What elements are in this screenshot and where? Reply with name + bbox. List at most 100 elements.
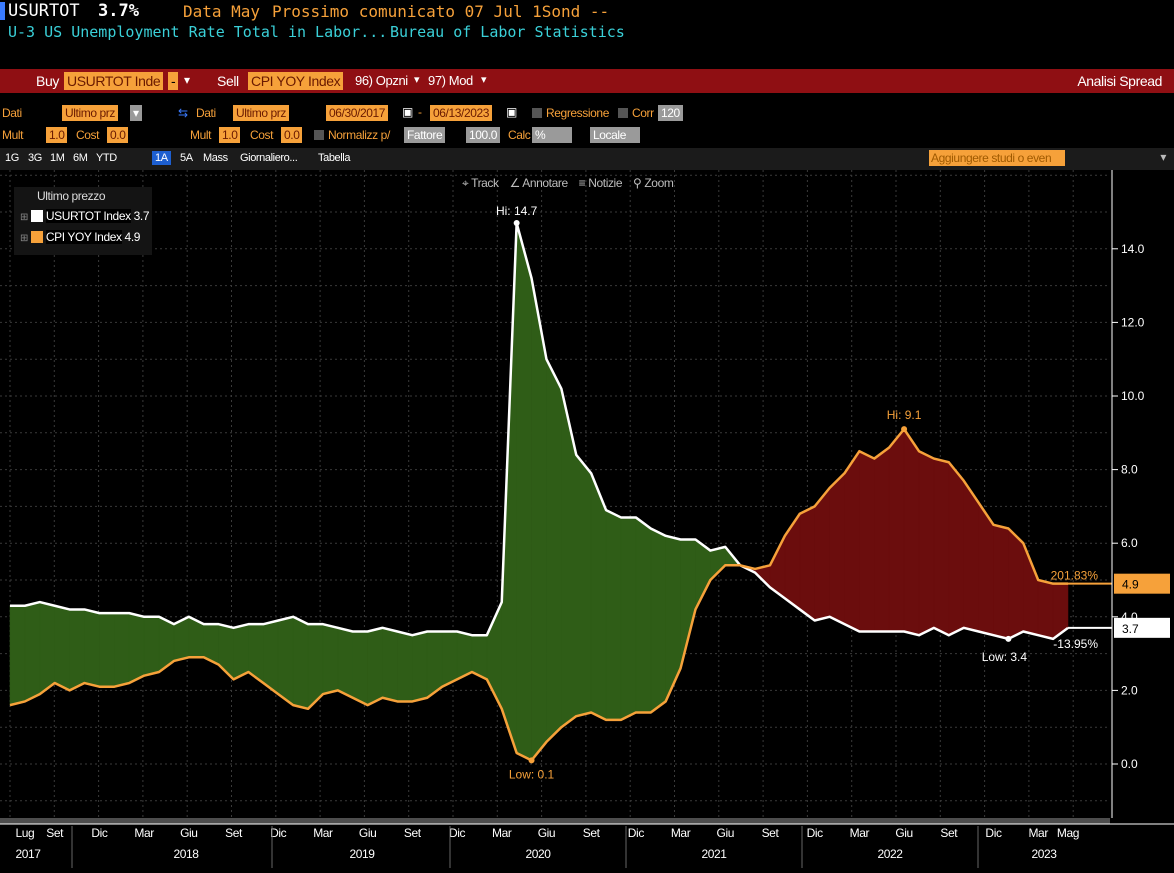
tab-6m[interactable]: 6M (73, 152, 88, 164)
expand-icon[interactable]: ⊞ (20, 233, 28, 244)
y-tick-label: 10.0 (1121, 389, 1145, 403)
cost2-field[interactable]: 0.0 (281, 127, 303, 143)
mult2-label: Mult (190, 128, 212, 142)
spread-area (516, 222, 532, 761)
x-tick-label: Set (940, 826, 958, 840)
studies-search-input[interactable]: Aggiungere studi o even (929, 150, 1065, 166)
tab-mass[interactable]: Mass (203, 152, 228, 164)
low-cpi-label: Low: 0.1 (509, 767, 555, 781)
hi-cpi-marker (901, 426, 908, 433)
options-menu[interactable]: 96) Opzni (355, 73, 408, 88)
x-tick-label: Giu (180, 826, 197, 840)
x-scrollbar (0, 818, 1110, 824)
spread-area (888, 428, 905, 632)
cost2-label: Cost (250, 128, 274, 142)
tab-ytd[interactable]: YTD (96, 152, 117, 164)
spread-chart[interactable]: 0.02.04.06.08.010.012.014.0 Hi: 14.7Low:… (0, 170, 1174, 870)
corr-checkbox[interactable] (618, 108, 628, 118)
x-axis: Lug Set Dic Mar Giu Set Dic Mar Giu Set Dic Mar Giu S… (0, 818, 1174, 870)
spread-area (590, 473, 607, 721)
spread-area (993, 524, 1009, 640)
date-separator: - (418, 105, 422, 119)
expand-icon[interactable]: ⊞ (20, 212, 28, 223)
x-tick-label: Dic (985, 826, 1002, 840)
annotate-icon[interactable]: ∠ (509, 176, 521, 190)
data-source: Bureau of Labor Statistics (390, 23, 625, 41)
tab-giornaliero[interactable]: Giornaliero... (240, 152, 298, 164)
start-date-field[interactable]: 06/30/2017 (326, 105, 389, 121)
spread-analysis-title: Analisi Spread (1077, 73, 1162, 89)
end-date-field[interactable]: 06/13/2023 (430, 105, 493, 121)
buy-security-field[interactable]: USURTOT Inde (64, 72, 164, 90)
swap-icon[interactable]: ⇆ (178, 106, 188, 120)
zoom-button[interactable]: Zoom (644, 176, 674, 190)
spread-area (799, 505, 815, 621)
x-tick-label: Set (762, 826, 780, 840)
x-tick-label: Dic (270, 826, 287, 840)
mult2-field[interactable]: 1.0 (219, 127, 241, 143)
regression-checkbox[interactable] (532, 108, 542, 118)
tab-1g[interactable]: 1G (5, 152, 19, 164)
low-marker (528, 757, 535, 764)
spread-area (784, 512, 801, 610)
spread-up-label: 201.83% (1051, 569, 1099, 583)
normalize-field[interactable]: Fattore (404, 127, 446, 143)
news-button[interactable]: Notizie (588, 176, 623, 190)
mult-field[interactable]: 1.0 (46, 127, 68, 143)
y-tick-label: 2.0 (1121, 683, 1138, 697)
tab-5a[interactable]: 5A (180, 152, 193, 164)
legend-item-cpi[interactable]: ⊞ CPI YOY Index 4.9 (20, 230, 140, 244)
normalize-checkbox[interactable] (314, 130, 324, 140)
end-calendar-icon[interactable]: ▣ (506, 105, 517, 119)
spread-area (874, 447, 890, 632)
legend-value: 4.9 (124, 230, 141, 244)
low-unemp-marker (1005, 635, 1012, 642)
legend-name: CPI YOY Index (45, 230, 122, 244)
x-tick-label: Mar (850, 826, 870, 840)
sell-label: Sell (217, 73, 239, 89)
tab-3g[interactable]: 3G (28, 152, 42, 164)
options-dropdown-icon[interactable]: ▾ (414, 74, 420, 86)
sell-security-field[interactable]: CPI YOY Index (248, 72, 344, 90)
y-tick-label: 12.0 (1121, 315, 1145, 329)
buy-dash-field[interactable]: - (168, 72, 179, 90)
tab-tabella[interactable]: Tabella (318, 152, 351, 164)
tab-1a[interactable]: 1A (152, 151, 171, 165)
news-icon[interactable]: ≡ (578, 176, 586, 190)
mod-menu[interactable]: 97) Mod (428, 73, 473, 88)
zoom-icon[interactable]: ⚲ (633, 176, 642, 190)
corr-value-field[interactable]: 120 (658, 105, 683, 121)
spread-area (1023, 543, 1039, 636)
x-year-label: 2017 (15, 847, 41, 861)
panel-dropdown-icon[interactable]: ▾ (1160, 150, 1166, 164)
x-year-label: 2019 (349, 847, 375, 861)
dati2-label: Dati (196, 106, 216, 120)
low-unemp-label: Low: 3.4 (982, 650, 1028, 664)
dati2-field[interactable]: Ultimo prz (233, 105, 290, 121)
track-button[interactable]: Track (471, 176, 499, 190)
x-year-label: 2022 (877, 847, 903, 861)
ticker-label[interactable]: USURTOT (8, 1, 80, 21)
dati-field[interactable]: Ultimo prz (62, 105, 119, 121)
cost-field[interactable]: 0.0 (107, 127, 129, 143)
mod-dropdown-icon[interactable]: ▾ (481, 74, 487, 86)
legend-item-usurtot[interactable]: ⊞ USURTOT Index 3.7 (20, 209, 150, 223)
normalize-value-field[interactable]: 100.0 (466, 127, 501, 143)
spread-area (9, 605, 26, 706)
track-icon[interactable]: ⌖ (462, 176, 469, 190)
start-calendar-icon[interactable]: ▣ (402, 105, 413, 119)
x-tick-label: Giu (895, 826, 912, 840)
locale-field[interactable]: Locale (590, 127, 640, 143)
y-axis: 0.02.04.06.08.010.012.014.0 (1111, 170, 1145, 820)
spread-area (620, 517, 637, 721)
annotate-button[interactable]: Annotare (522, 176, 568, 190)
spread-area (859, 450, 875, 632)
spread-area (546, 359, 562, 743)
dati-dropdown-icon[interactable]: ▾ (130, 105, 142, 121)
spread-area (292, 616, 309, 710)
tab-1m[interactable]: 1M (50, 152, 65, 164)
calc-field[interactable]: % (532, 127, 572, 143)
buy-dropdown-icon[interactable]: ▾ (184, 73, 190, 87)
description-row: U-3 US Unemployment Rate Total in Labor.… (0, 22, 1174, 44)
spread-area (948, 461, 964, 636)
